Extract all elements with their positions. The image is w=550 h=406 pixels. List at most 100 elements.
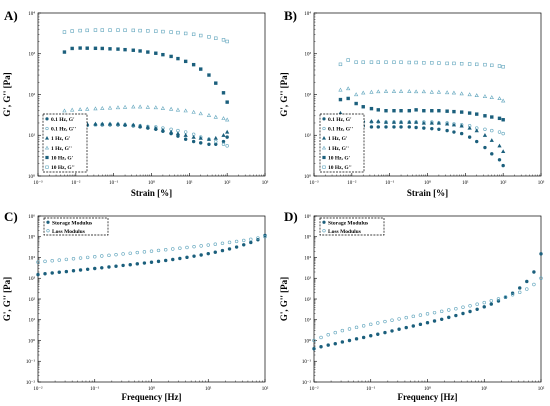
data-point [149, 260, 154, 264]
data-point [454, 313, 458, 318]
data-point [475, 112, 479, 116]
legend-marker [45, 126, 49, 131]
y-tick-label: 10⁻² [302, 380, 312, 386]
data-point [447, 308, 451, 312]
data-point [407, 119, 412, 124]
data-point [384, 125, 388, 129]
data-point [221, 142, 226, 146]
data-point [361, 105, 365, 109]
data-point [532, 282, 536, 287]
data-point [418, 322, 423, 327]
data-point [142, 250, 147, 254]
data-point [214, 142, 218, 146]
data-point [191, 134, 196, 139]
data-point [50, 271, 54, 275]
x-tick-label: 10¹ [481, 386, 488, 392]
data-point [369, 119, 374, 123]
data-point [168, 129, 174, 134]
data-point [454, 307, 458, 311]
data-point [444, 90, 450, 95]
legend-entry: 1 Hz, G'' [51, 146, 72, 152]
series-4 [62, 104, 230, 122]
legend-marker [321, 145, 327, 150]
data-point [199, 253, 203, 257]
y-tick-label: 10³ [29, 52, 36, 58]
data-point [115, 105, 121, 110]
data-point [376, 108, 380, 112]
legend-box [319, 217, 385, 236]
data-point [121, 252, 125, 256]
data-point [199, 244, 203, 248]
data-point [421, 89, 426, 94]
data-point [432, 319, 437, 323]
data-point [496, 297, 501, 301]
data-point [176, 134, 180, 138]
y-tick-label: 10⁰ [28, 338, 35, 344]
data-point [206, 243, 210, 247]
data-point [225, 144, 229, 148]
data-point [114, 264, 118, 268]
data-point [85, 255, 90, 260]
data-point [338, 62, 343, 67]
data-point [128, 262, 132, 267]
series-1 [36, 233, 267, 277]
data-point [475, 302, 479, 306]
data-point [346, 96, 350, 101]
data-point [319, 345, 323, 349]
data-point [206, 112, 212, 117]
data-point [263, 235, 267, 239]
data-point [461, 311, 465, 316]
data-point [214, 81, 218, 85]
legend-marker [45, 155, 49, 160]
data-point [57, 258, 61, 262]
data-point [361, 324, 366, 328]
data-point [146, 29, 150, 33]
data-point [64, 269, 69, 274]
data-point [418, 313, 423, 317]
data-point [108, 28, 112, 32]
x-tick-label: 10⁰ [424, 180, 431, 186]
data-point [369, 334, 373, 338]
data-point [413, 119, 419, 124]
x-tick-label: 10⁻³ [309, 180, 319, 186]
data-point [131, 122, 136, 127]
legend-entry: 10 Hz, G' [328, 156, 351, 162]
data-point [199, 141, 203, 145]
data-point [354, 92, 359, 97]
data-point [93, 28, 98, 32]
data-point [489, 302, 493, 306]
data-point [135, 250, 139, 255]
data-point [164, 258, 168, 263]
x-tick-label: 10⁻¹ [366, 386, 376, 392]
data-point [100, 121, 105, 126]
data-point [100, 28, 104, 32]
data-point [391, 89, 397, 93]
data-point [404, 325, 408, 330]
data-point [452, 61, 456, 66]
data-point [376, 332, 380, 336]
x-axis-label: Frequency [Hz] [121, 392, 181, 402]
data-point [206, 136, 212, 141]
data-point [183, 108, 188, 113]
x-tick-label: 10⁻¹ [109, 180, 119, 186]
data-point [156, 248, 161, 253]
y-tick-label: 10⁰ [28, 174, 35, 180]
data-point [85, 267, 90, 271]
data-point [397, 317, 401, 321]
data-point [497, 158, 502, 162]
y-axis-label: G', G'' [Pa] [2, 277, 12, 321]
data-point [340, 340, 345, 344]
legend-entry: 10 Hz, G'' [51, 165, 75, 171]
data-point [191, 109, 196, 114]
data-point [445, 128, 449, 133]
data-point [361, 90, 366, 95]
data-point [43, 272, 47, 276]
x-tick-label: 10³ [538, 180, 545, 186]
chart-d: 10⁻² 10⁻¹ 10⁰ 10¹ 10² 10⁻² 10⁻¹ 10⁰ 10¹ 10² 10³ 10⁴… [279, 209, 545, 402]
data-point [483, 145, 487, 150]
data-point [142, 261, 147, 265]
data-point [123, 28, 127, 32]
data-point [391, 119, 397, 124]
panel-letter: B) [284, 8, 297, 23]
data-point [78, 46, 82, 50]
